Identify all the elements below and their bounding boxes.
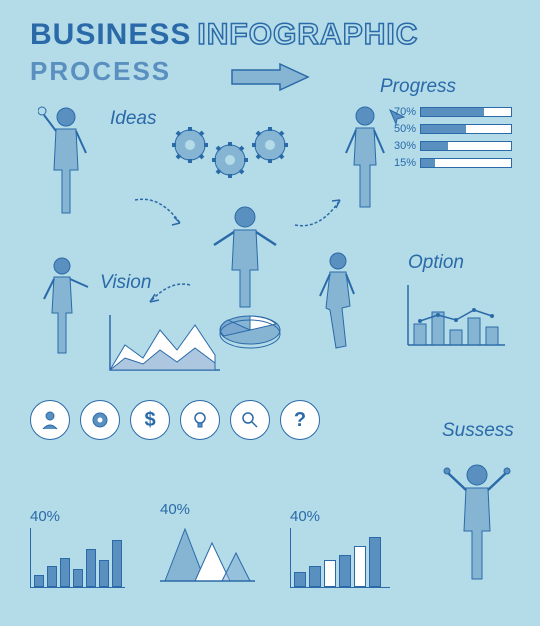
title-sub: INFOGRAPHIC [197, 18, 418, 52]
title: BUSINESS INFOGRAPHIC [30, 18, 418, 52]
pie-chart [218, 310, 282, 350]
progress-label: Progress [380, 76, 456, 98]
success-label: Sussess [442, 420, 514, 442]
option-label: Option [408, 252, 464, 274]
ideas-person [38, 105, 93, 220]
icon-row: $ ? [30, 400, 320, 440]
flow-arrow [145, 280, 195, 310]
search-icon [230, 400, 270, 440]
gear-icon [80, 400, 120, 440]
progress-bar-row: 50% [392, 123, 512, 135]
option-chart [400, 280, 510, 352]
option-person [310, 250, 360, 355]
success-person [442, 461, 512, 586]
center-person [210, 205, 280, 315]
person-icon [30, 400, 70, 440]
progress-bar-row: 15% [392, 157, 512, 169]
flow-arrow [130, 195, 190, 235]
bar-chart-1: 40% [30, 508, 125, 588]
flow-arrow [290, 195, 350, 235]
title-main: BUSINESS [30, 18, 191, 52]
progress-bar-row: 30% [392, 140, 512, 152]
gears-icon [170, 120, 300, 190]
triangle-chart: 40% [160, 501, 260, 588]
progress-bars: 70% 50% 30% 15% [392, 106, 512, 174]
vision-label: Vision [100, 272, 151, 294]
process-label: PROCESS [30, 56, 171, 87]
question-icon: ? [280, 400, 320, 440]
bar-chart-2: 40% [290, 508, 390, 588]
arrow-icon [230, 62, 310, 92]
progress-bar-row: 70% [392, 106, 512, 118]
vision-person [38, 255, 93, 360]
dollar-icon: $ [130, 400, 170, 440]
ideas-label: Ideas [110, 108, 156, 130]
area-chart [105, 310, 225, 376]
bulb-icon [180, 400, 220, 440]
